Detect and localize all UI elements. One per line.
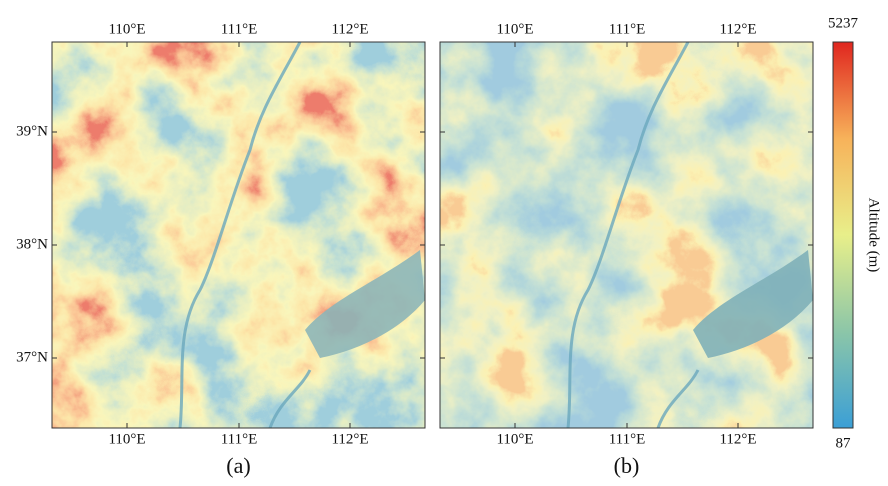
- panel-label: (a): [226, 453, 250, 478]
- x-tick-label: 111°E: [609, 431, 646, 447]
- x-tick-label: 110°E: [108, 431, 145, 447]
- x-tick-label: 111°E: [221, 431, 258, 447]
- x-tick-label: 111°E: [609, 21, 646, 37]
- x-tick-label: 112°E: [331, 431, 368, 447]
- x-tick-label: 111°E: [221, 21, 258, 37]
- terrain-map-b: [440, 42, 813, 428]
- x-tick-label: 112°E: [719, 21, 756, 37]
- panel-label: (b): [614, 453, 640, 478]
- colorbar: [832, 41, 854, 429]
- x-tick-label: 110°E: [496, 431, 533, 447]
- x-tick-label: 112°E: [719, 431, 756, 447]
- colorbar-label: Altitude (m): [866, 198, 882, 273]
- x-tick-label: 110°E: [496, 21, 533, 37]
- x-tick-label: 112°E: [331, 21, 368, 37]
- y-tick-label: 37°N: [16, 349, 48, 365]
- terrain-map-a: [52, 42, 425, 428]
- colorbar-min: 87: [836, 435, 852, 451]
- y-tick-label: 39°N: [16, 123, 48, 139]
- colorbar-max: 5237: [828, 15, 859, 31]
- x-tick-label: 110°E: [108, 21, 145, 37]
- y-tick-label: 38°N: [16, 236, 48, 252]
